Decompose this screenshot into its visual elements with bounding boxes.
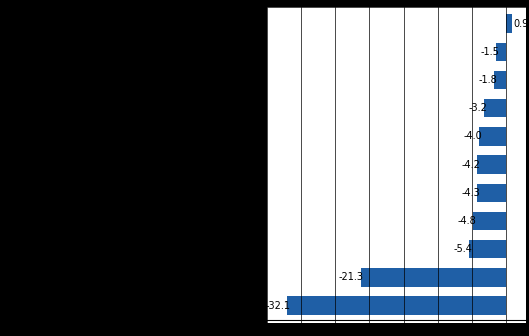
Text: -1.8: -1.8 [478,75,497,85]
Bar [477,184,506,202]
Text: -4.8: -4.8 [458,216,477,226]
Text: -21.3: -21.3 [339,272,364,283]
Text: 0.9: 0.9 [513,18,528,29]
Bar [469,240,506,258]
Text: -1.5: -1.5 [480,47,499,57]
Text: -3.2: -3.2 [469,103,488,113]
Bar [477,156,506,174]
Text: -5.4: -5.4 [453,244,472,254]
Bar [479,127,506,145]
Bar [361,268,506,287]
Text: -4.2: -4.2 [462,160,481,170]
Bar [473,212,506,230]
Text: -32.1: -32.1 [266,301,290,311]
Text: -4.0: -4.0 [463,131,482,141]
Bar [484,99,506,117]
Bar [496,43,506,61]
Bar [494,71,506,89]
Bar [287,296,506,315]
Text: -4.3: -4.3 [461,188,480,198]
Bar [506,14,512,33]
